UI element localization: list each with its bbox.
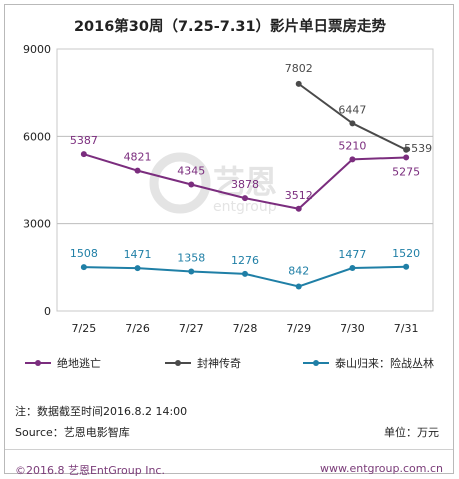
data-point	[242, 195, 248, 202]
data-label: 1520	[392, 247, 420, 260]
legend-marker	[175, 360, 181, 366]
data-point	[80, 151, 87, 158]
x-tick-label: 7/28	[233, 322, 258, 335]
x-tick-label: 7/27	[179, 322, 204, 335]
data-point	[134, 167, 141, 174]
legend-marker	[313, 360, 319, 366]
data-point	[188, 181, 195, 188]
unit-note: 单位：万元	[384, 426, 439, 439]
plot-border	[56, 48, 434, 312]
y-tick-label: 0	[44, 305, 51, 318]
source-note: Source：艺恩电影智库	[15, 426, 130, 439]
data-label: 5210	[338, 139, 366, 152]
data-point	[242, 270, 248, 277]
watermark-subtext: entgroup	[213, 199, 277, 215]
data-point	[80, 264, 87, 271]
y-tick-label: 3000	[23, 218, 51, 231]
x-tick-label: 7/30	[340, 322, 365, 335]
legend-marker	[35, 360, 41, 366]
data-point	[134, 265, 141, 272]
website-link[interactable]: www.entgroup.com.cn	[320, 462, 443, 475]
data-label: 4345	[177, 165, 205, 178]
data-label: 6447	[338, 103, 366, 116]
data-label: 3512	[285, 189, 313, 202]
data-point	[403, 154, 410, 161]
data-label: 5387	[70, 134, 98, 147]
data-label: 1276	[231, 254, 259, 267]
data-label: 1477	[338, 248, 366, 261]
chart-frame: 2016第30周（7.25-7.31）影片单日票房走势 艺恩 entgroup 0 3…	[4, 4, 454, 477]
x-tick-label: 7/25	[72, 322, 97, 335]
data-point	[349, 265, 356, 272]
data-point	[295, 80, 302, 87]
data-point	[295, 205, 302, 212]
watermark-logo	[149, 152, 211, 214]
data-label: 1358	[177, 251, 205, 264]
data-point	[295, 283, 302, 290]
data-point	[349, 156, 356, 163]
x-tick-label: 7/29	[286, 322, 311, 335]
legend-label: 绝地逃亡	[57, 356, 101, 370]
data-label: 7802	[285, 62, 313, 75]
data-label: 3878	[231, 178, 259, 191]
data-point	[403, 263, 410, 270]
x-tick-label: 7/26	[125, 322, 150, 335]
data-label: 1471	[124, 248, 152, 261]
x-tick-label: 7/31	[394, 322, 419, 335]
data-label: 5539	[404, 142, 432, 155]
y-tick-label: 9000	[23, 43, 51, 56]
data-label: 842	[288, 264, 309, 277]
data-label: 4821	[124, 151, 152, 164]
legend-label: 泰山归来：险战丛林	[335, 356, 434, 370]
data-cutoff-note: 注：数据截至时间2016.8.2 14:00	[15, 405, 188, 418]
watermark-text: 艺恩	[213, 163, 277, 201]
data-point	[188, 268, 195, 275]
data-label: 1508	[70, 247, 98, 260]
data-label: 5275	[392, 165, 420, 178]
legend-label: 封神传奇	[197, 356, 241, 370]
footer: ©2016.8 艺恩EntGroup Inc. www.entgroup.com…	[5, 449, 453, 477]
chart-title: 2016第30周（7.25-7.31）影片单日票房走势	[73, 19, 387, 35]
data-point	[403, 146, 410, 153]
copyright-text: ©2016.8 艺恩EntGroup Inc.	[15, 464, 165, 477]
y-tick-label: 6000	[23, 130, 51, 143]
data-point	[349, 120, 356, 127]
